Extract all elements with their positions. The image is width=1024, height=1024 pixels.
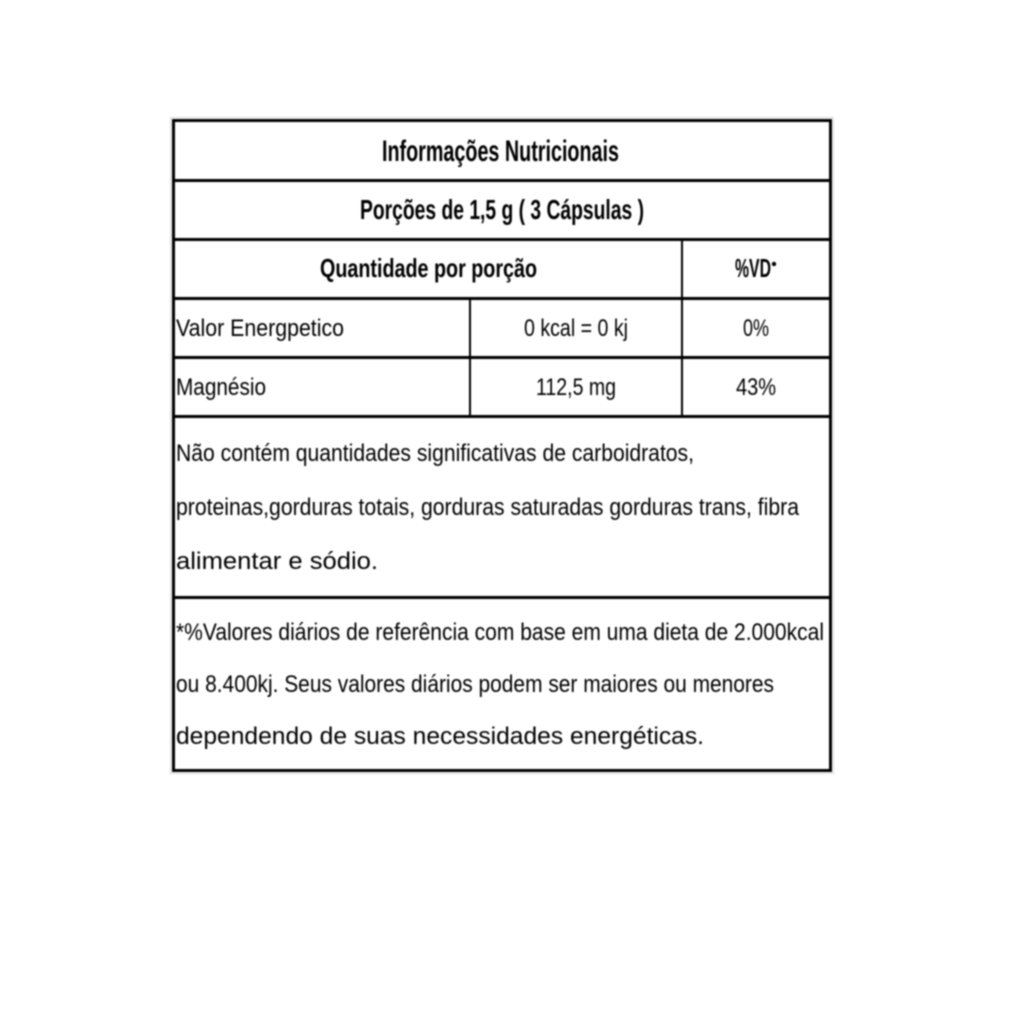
svg-text:Quantidade por porção: Quantidade por porção bbox=[320, 254, 537, 283]
svg-text:*%Valores diários de referênci: *%Valores diários de referência com base… bbox=[176, 619, 824, 646]
svg-text:proteinas,gorduras totais, gor: proteinas,gorduras totais, gorduras satu… bbox=[176, 494, 799, 521]
svg-text:dependendo de suas necessidade: dependendo de suas necessidades energéti… bbox=[176, 723, 704, 750]
svg-text:Não contém quantidades signifi: Não contém quantidades significativas de… bbox=[176, 440, 694, 467]
svg-text:0 kcal = 0 kj: 0 kcal = 0 kj bbox=[524, 315, 628, 342]
svg-text:43%: 43% bbox=[736, 374, 776, 401]
svg-text:112,5 mg: 112,5 mg bbox=[536, 374, 616, 401]
svg-text:Porções de 1,5 g ( 3 Cápsulas: Porções de 1,5 g ( 3 Cápsulas ) bbox=[360, 194, 644, 225]
svg-text:Informações Nutricionais: Informações Nutricionais bbox=[382, 135, 619, 168]
svg-text:Valor Energpetico: Valor Energpetico bbox=[176, 315, 344, 342]
svg-text:0%: 0% bbox=[743, 315, 769, 342]
svg-text:%VD: %VD bbox=[735, 254, 771, 283]
svg-text:Magnésio: Magnésio bbox=[176, 374, 266, 401]
svg-text:ou 8.400kj. Seus valores diári: ou 8.400kj. Seus valores diários podem s… bbox=[176, 671, 774, 698]
svg-text:alimentar e sódio.: alimentar e sódio. bbox=[176, 548, 378, 575]
